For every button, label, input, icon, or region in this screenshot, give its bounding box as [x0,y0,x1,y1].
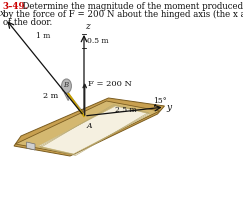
Text: B: B [63,81,68,89]
Polygon shape [26,142,35,150]
Text: x: x [0,9,5,18]
Polygon shape [14,98,165,156]
Text: of the door.: of the door. [3,18,52,27]
Text: 15°: 15° [153,97,167,105]
Text: Determine the magnitude of the moment produced: Determine the magnitude of the moment pr… [17,2,243,11]
Circle shape [61,79,71,93]
Text: z: z [85,22,89,31]
Text: 1 m: 1 m [36,32,51,40]
Text: y: y [166,103,171,111]
Text: 2 m: 2 m [43,92,58,100]
Text: 0.5 m: 0.5 m [87,37,108,45]
Text: 3–49.: 3–49. [3,2,28,11]
Text: by the force of F = 200 N about the hinged axis (the x axis): by the force of F = 200 N about the hing… [3,10,243,19]
Polygon shape [38,106,150,154]
Text: 2.5 m: 2.5 m [115,106,137,114]
Text: F = 200 N: F = 200 N [88,80,132,88]
Text: A: A [86,122,92,130]
Polygon shape [15,101,160,154]
